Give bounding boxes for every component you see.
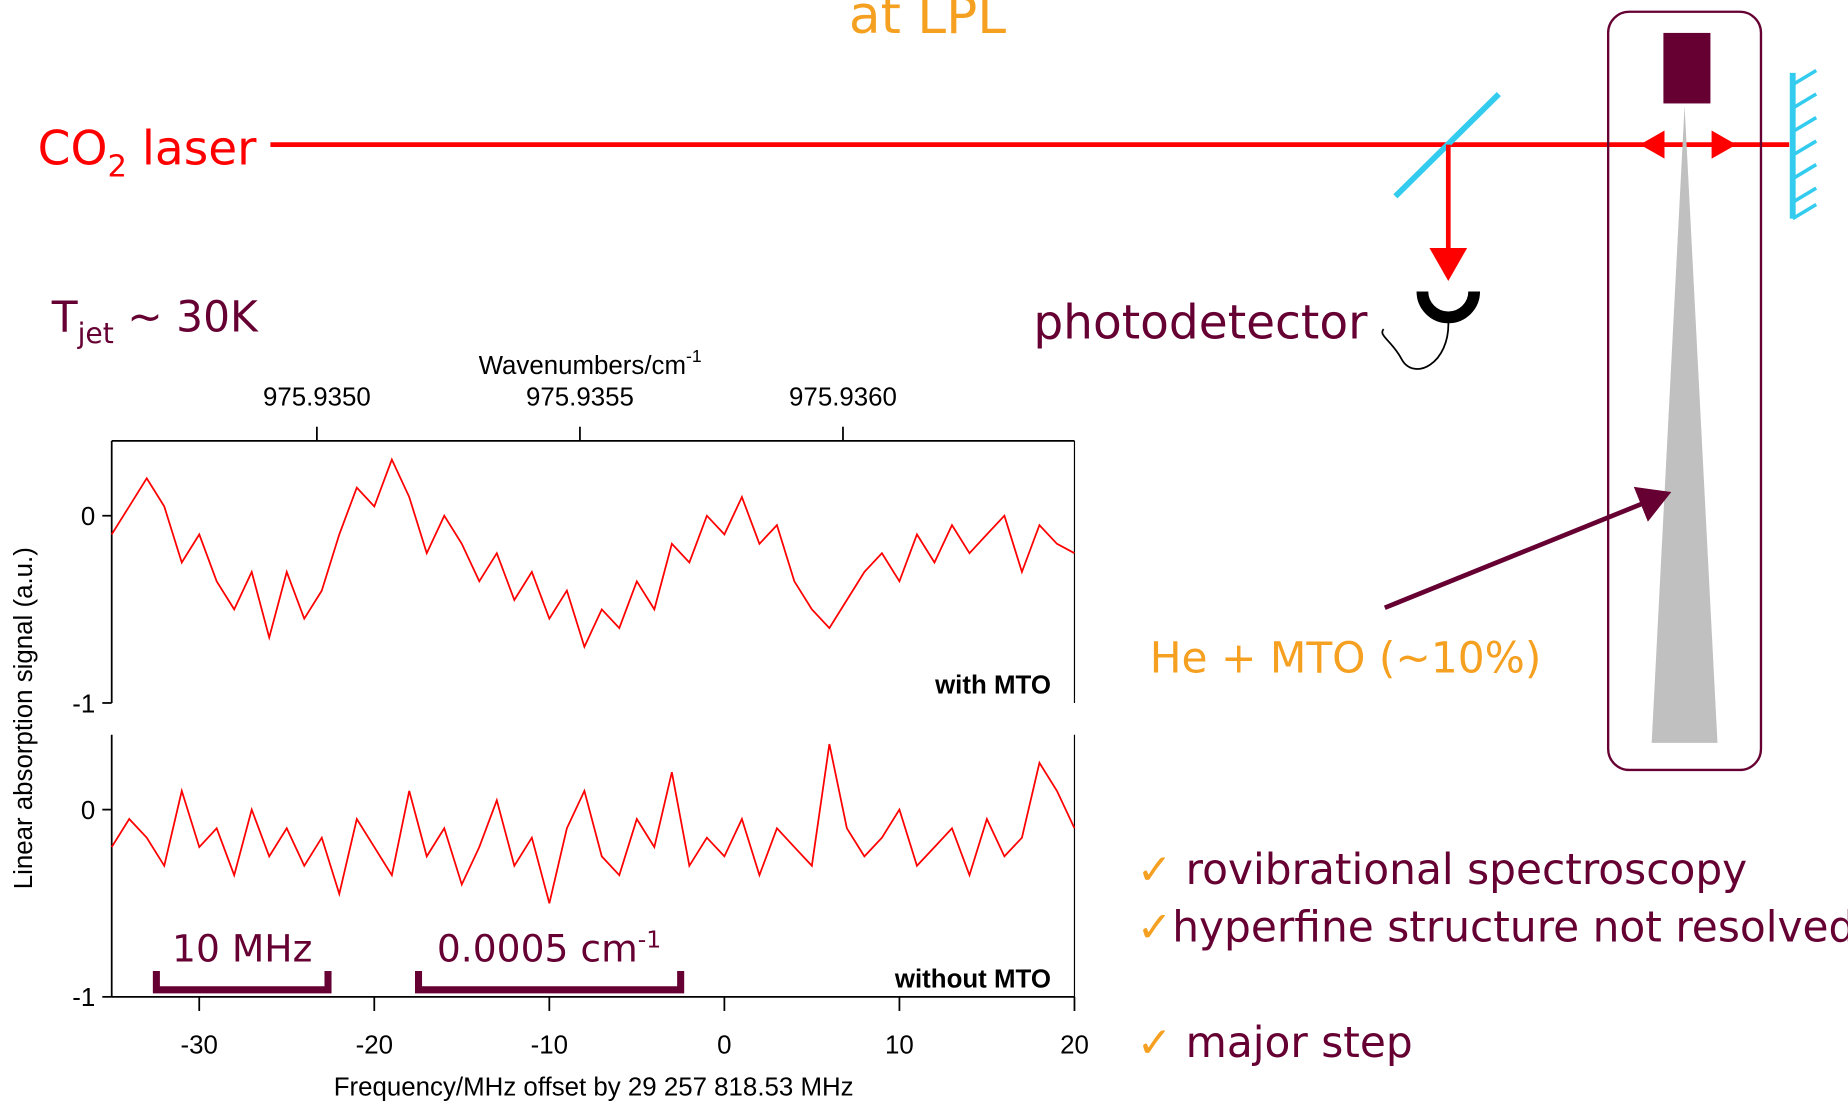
y-tick-label: -1 xyxy=(72,690,95,718)
bullet-list: ✓ rovibrational spectroscopy ✓hyperfine … xyxy=(1137,845,1848,1067)
bullet: ✓ rovibrational spectroscopy xyxy=(1137,845,1747,894)
gas-label: He + MTO (~10%) xyxy=(1150,633,1542,682)
check-mark: ✓ xyxy=(1137,1018,1172,1067)
scale-bar-text: 0.0005 cm xyxy=(437,927,638,971)
scale-bar xyxy=(152,970,332,994)
bullet: ✓ major step xyxy=(1137,1018,1413,1067)
x-tick-label: -30 xyxy=(181,1031,218,1059)
detector-label: photodetector xyxy=(1033,296,1368,351)
laser-text: CO xyxy=(38,122,108,177)
bullet: ✓hyperfine structure not resolved xyxy=(1137,903,1848,952)
x2-axis-title: Wavenumbers/cm-1 xyxy=(479,346,702,380)
y-tick-label: 0 xyxy=(81,503,95,531)
molecular-jet xyxy=(1651,105,1718,743)
bullet-text: hyperfine structure not resolved xyxy=(1172,903,1848,952)
scale-bar-label: 10 MHz xyxy=(172,927,312,971)
jet-chamber xyxy=(1606,10,1763,772)
temperature-label: Tjet ~ 30K xyxy=(51,293,259,351)
bullet-text: major step xyxy=(1172,1018,1413,1067)
x2-axis-title-sup: -1 xyxy=(686,346,702,366)
nozzle xyxy=(1663,32,1711,104)
check-mark: ✓ xyxy=(1137,845,1172,894)
gas-arrow xyxy=(1383,486,1672,610)
x2-tick-label: 975.9350 xyxy=(263,384,371,412)
scale-bar-sup: -1 xyxy=(638,925,661,953)
temperature-text: T xyxy=(51,293,78,342)
x-axis-title: Frequency/MHz offset by 29 257 818.53 MH… xyxy=(334,1074,854,1102)
temperature-text-rest: ~ 30K xyxy=(114,293,259,342)
spectrum-line xyxy=(110,457,1075,650)
photodetector-icon xyxy=(1416,291,1481,324)
spectrum-line xyxy=(110,743,1076,904)
check-mark: ✓ xyxy=(1137,903,1172,952)
x2-tick-label: 975.9355 xyxy=(526,384,634,412)
x-tick-label: 10 xyxy=(885,1031,914,1059)
scale-bar-label: 0.0005 cm-1 xyxy=(437,925,661,970)
x-tick-label: -10 xyxy=(531,1031,568,1059)
laser-subscript: 2 xyxy=(107,149,126,184)
laser-label: CO2 laser xyxy=(38,122,258,185)
bullet-text: rovibrational spectroscopy xyxy=(1172,845,1747,894)
temperature-subscript: jet xyxy=(77,317,114,350)
spectrum-chart: Linear absorption signal (a.u.) Wavenumb… xyxy=(10,346,1089,1102)
x-tick-label: -20 xyxy=(356,1031,393,1059)
y-tick-label: 0 xyxy=(81,797,95,825)
x-tick-label: 0 xyxy=(717,1031,731,1059)
series-label: without MTO xyxy=(894,965,1051,993)
mirror-hatch xyxy=(1791,69,1818,221)
slide-title: at LPL xyxy=(849,0,1006,46)
series-label: with MTO xyxy=(934,672,1051,700)
y-tick-label: -1 xyxy=(72,984,95,1012)
scale-bar xyxy=(414,970,685,994)
laser-text-rest: laser xyxy=(127,122,257,177)
detector-wire xyxy=(1381,319,1450,370)
y-axis-title: Linear absorption signal (a.u.) xyxy=(10,547,38,889)
x2-tick-label: 975.9360 xyxy=(789,384,897,412)
x-tick-label: 20 xyxy=(1060,1031,1089,1059)
x2-axis-title-text: Wavenumbers/cm xyxy=(479,352,686,380)
